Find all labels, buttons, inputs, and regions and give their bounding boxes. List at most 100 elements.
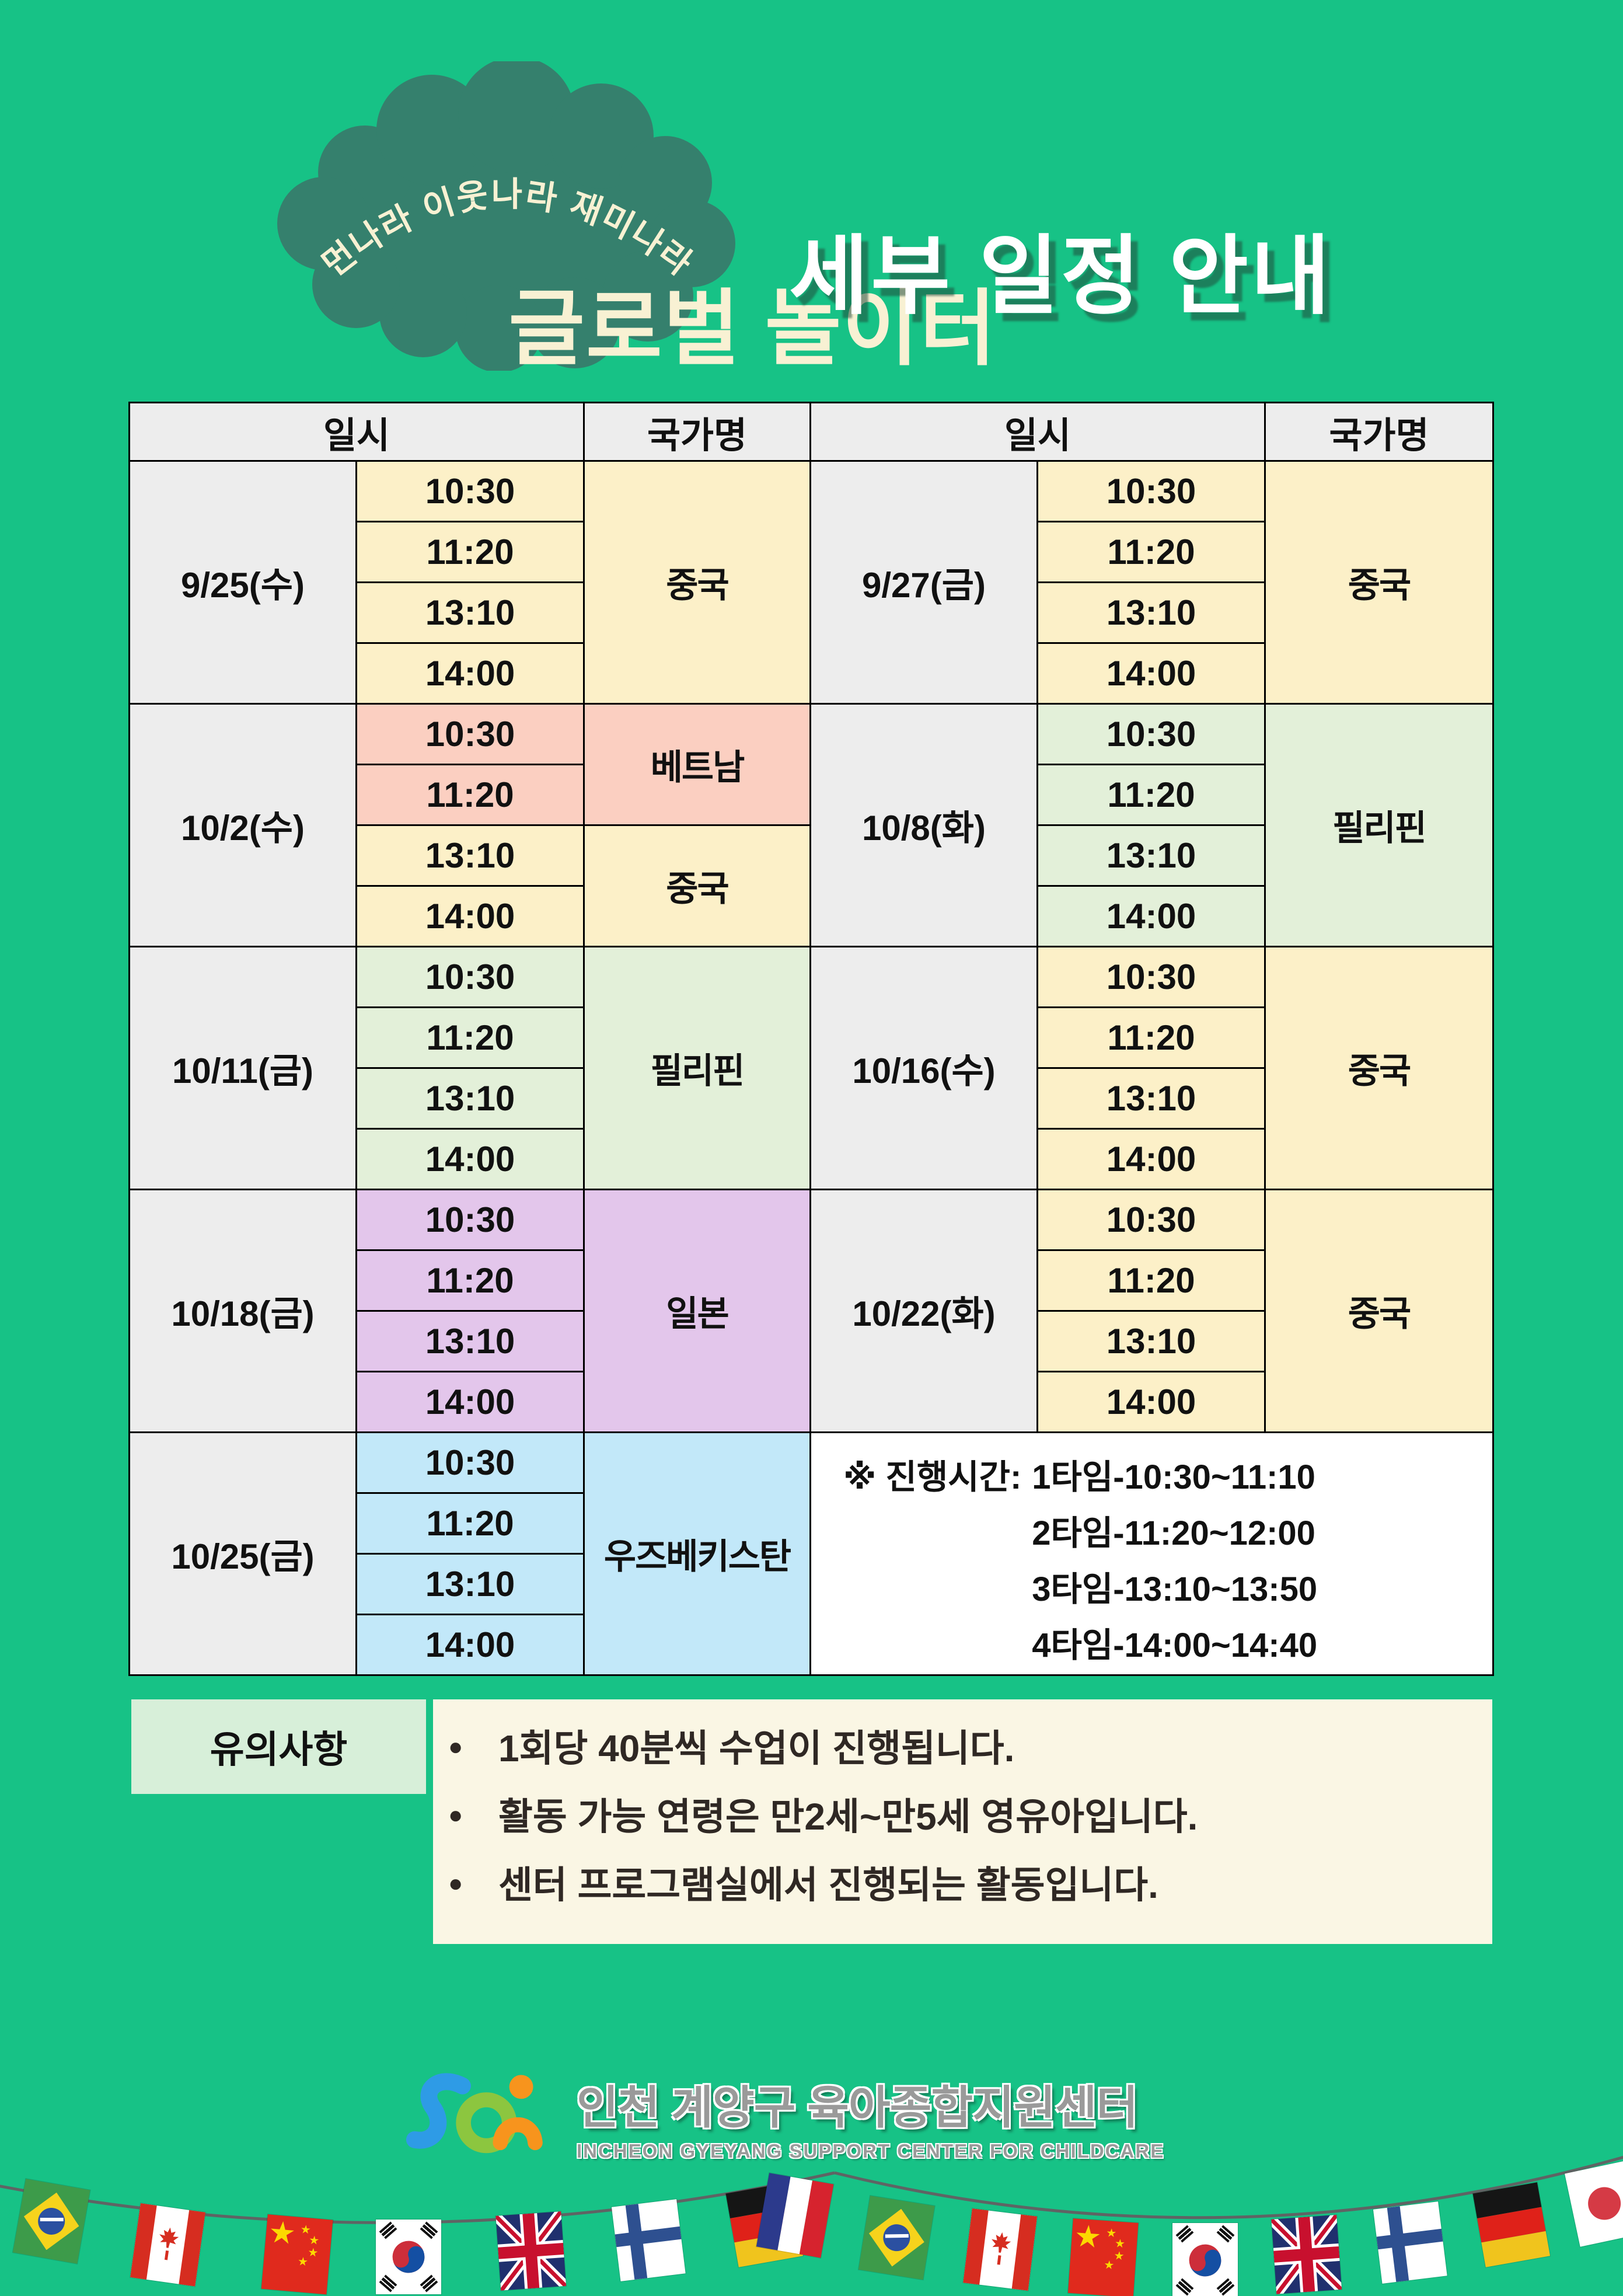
table-row: 13:10 (130, 1553, 1493, 1615)
time-cell: 11:20 (355, 764, 585, 826)
table-row: 11:20 11:20 (130, 521, 1493, 583)
time-cell: 11:20 (355, 1249, 585, 1312)
time-cell: 10:30 (355, 1189, 585, 1251)
flag-united-kingdom (1271, 2215, 1342, 2294)
table-row: 11:20 11:20 (130, 1006, 1493, 1069)
time-cell: 11:20 (1036, 1249, 1266, 1312)
notice-box: 1회당 40분씩 수업이 진행됩니다. 활동 가능 연령은 만2세~만5세 영유… (433, 1699, 1492, 1944)
table-row: 14:00 14:00 (130, 1128, 1493, 1190)
time-cell: 13:10 (1036, 581, 1266, 644)
time-cell: 11:20 (355, 521, 585, 583)
table-row: 10/2(수) 10:30 베트남 10/8(화) 10:30 필리핀 (128, 703, 1494, 947)
program-title: 글로벌 놀이터 (508, 283, 997, 375)
table-row: 10/25(금) 10:30 우즈베키스탄 ※ 진행시간: 1타임-10:30~… (128, 1431, 1494, 1676)
time-cell: 10:30 (355, 703, 585, 765)
time-cell: 10:30 (1036, 460, 1266, 522)
table-row: 11:20 (130, 1492, 1493, 1555)
time-cell: 14:00 (355, 1128, 585, 1190)
country-cell: 중국 (1264, 1189, 1494, 1433)
flag-garland: ★ ★ ★ ★ ★ ★ ★ ★ ★ ★ (0, 2096, 1623, 2296)
flag-south-korea (376, 2220, 441, 2294)
flag-brazil (858, 2196, 935, 2280)
table-row: 14:00 14:00 (130, 642, 1493, 705)
org-name: 인천 계양구 육아종합지원센터 INCHEON GYEYANG SUPPORT … (577, 2071, 1164, 2162)
country-cell: 중국 (583, 824, 811, 947)
footer-org: 인천 계양구 육아종합지원센터 INCHEON GYEYANG SUPPORT … (403, 2067, 1164, 2167)
time-cell: 11:20 (1036, 764, 1266, 826)
time-cell: 10:30 (1036, 946, 1266, 1008)
notice-item: 활동 가능 연령은 만2세~만5세 영유아입니다. (433, 1783, 1492, 1851)
time-cell: 11:20 (1036, 521, 1266, 583)
time-cell: 13:10 (1036, 1310, 1266, 1372)
table-row: 13:10 13:10 (130, 1067, 1493, 1130)
country-cell: 중국 (1264, 946, 1494, 1190)
flag-brazil (12, 2179, 90, 2264)
time-cell: 13:10 (1036, 1067, 1266, 1130)
date-cell: 10/16(수) (809, 946, 1038, 1190)
date-cell: 10/22(화) (809, 1189, 1038, 1433)
time-cell: 13:10 (355, 1067, 585, 1130)
time-cell: 14:00 (355, 642, 585, 705)
flag-south-korea (1172, 2223, 1238, 2296)
schedule-table: 일시 국가명 일시 국가명 9/25(수) 10:30 중국 9/27(금) 1… (128, 402, 1494, 1676)
cloud-shape: 먼나라 이웃나라 재미나라 (277, 61, 735, 371)
flag-canada (130, 2203, 205, 2287)
country-cell: 중국 (583, 460, 811, 705)
time-cell: 14:00 (1036, 1371, 1266, 1433)
table-row: 11:20 11:20 (130, 764, 1493, 826)
date-cell: 10/11(금) (128, 946, 357, 1190)
date-cell: 10/25(금) (128, 1431, 357, 1676)
note-lines: 1타임-10:30~11:10 2타임-11:20~12:00 3타임-13:1… (1032, 1458, 1318, 1664)
table-row: 10/18(금) 10:30 일본 10/22(화) 10:30 중국 (128, 1189, 1494, 1433)
flag-united-kingdom (495, 2211, 567, 2291)
notice-label: 유의사항 (131, 1699, 426, 1794)
time-cell: 14:00 (1036, 1128, 1266, 1190)
time-cell: 14:00 (1036, 642, 1266, 705)
time-cell: 14:00 (355, 1371, 585, 1433)
time-cell: 13:10 (1036, 824, 1266, 887)
table-row: 10/11(금) 10:30 필리핀 10/16(수) 10:30 중국 (128, 946, 1494, 1190)
date-cell: 9/27(금) (809, 460, 1038, 705)
notice-item: 1회당 40분씩 수업이 진행됩니다. (433, 1715, 1492, 1783)
table-row: 11:20 11:20 (130, 1249, 1493, 1312)
org-name-korean: 인천 계양구 육아종합지원센터 (577, 2082, 1138, 2133)
notice-list: 1회당 40분씩 수업이 진행됩니다. 활동 가능 연령은 만2세~만5세 영유… (433, 1715, 1492, 1919)
time-cell: 10:30 (1036, 703, 1266, 765)
table-row: 13:10 13:10 (130, 581, 1493, 644)
col-header-country: 국가명 (1264, 402, 1494, 462)
time-cell: 11:20 (355, 1006, 585, 1069)
date-cell: 10/8(화) (809, 703, 1038, 947)
page-title: 세부 일정 안내 (789, 228, 1333, 325)
flag-canada (963, 2208, 1038, 2291)
notice-item: 센터 프로그램실에서 진행되는 활동입니다. (433, 1851, 1492, 1919)
flag-finland (611, 2199, 686, 2281)
flag-china: ★ ★ ★ ★ ★ (261, 2214, 333, 2295)
date-cell: 9/25(수) (128, 460, 357, 705)
title-cloud: 먼나라 이웃나라 재미나라 글로벌 놀이터 (245, 61, 996, 375)
time-cell: 14:00 (355, 885, 585, 947)
country-cell: 베트남 (583, 703, 811, 826)
time-cell: 11:20 (355, 1492, 585, 1555)
date-cell: 10/2(수) (128, 703, 357, 947)
table-row: 9/25(수) 10:30 중국 9/27(금) 10:30 중국 (128, 460, 1494, 705)
center-logo-icon (406, 2073, 543, 2154)
time-cell: 10:30 (355, 1431, 585, 1494)
time-cell: 11:20 (1036, 1006, 1266, 1069)
flag-france (756, 2173, 834, 2258)
time-cell: 13:10 (355, 1310, 585, 1372)
table-row: 13:10 중국 13:10 (130, 824, 1493, 947)
time-cell: 10:30 (355, 946, 585, 1008)
time-cell: 10:30 (355, 460, 585, 522)
note-prefix: ※ 진행시간: (843, 1458, 1022, 1496)
org-name-english: INCHEON GYEYANG SUPPORT CENTER FOR CHILD… (577, 2140, 1165, 2162)
time-cell: 10:30 (1036, 1189, 1266, 1251)
col-header-datetime: 일시 (809, 402, 1266, 462)
schedule-table-wrap: 일시 국가명 일시 국가명 9/25(수) 10:30 중국 9/27(금) 1… (128, 402, 1494, 1676)
table-row: 14:00 14:00 (130, 885, 1493, 947)
col-header-country: 국가명 (583, 402, 811, 462)
country-cell: 일본 (583, 1189, 811, 1433)
flag-finland (1373, 2201, 1447, 2284)
time-cell: 13:10 (355, 581, 585, 644)
time-cell: 14:00 (355, 1614, 585, 1676)
